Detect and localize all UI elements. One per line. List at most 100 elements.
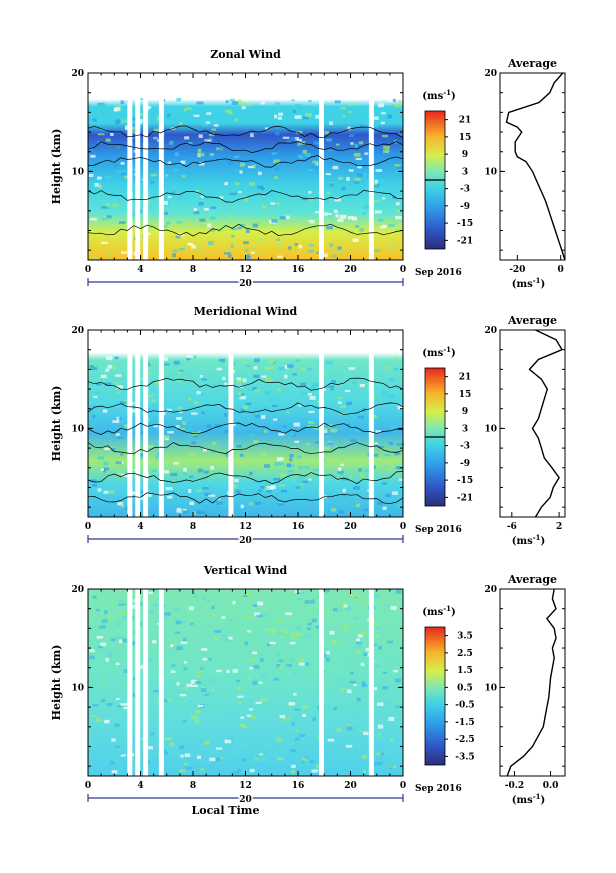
- heatmap-cell: [115, 745, 120, 748]
- heatmap-cell: [198, 161, 205, 166]
- average-x-label: (ms-1): [512, 792, 545, 806]
- heatmap-cell: [372, 184, 380, 188]
- heatmap-cell: [196, 489, 202, 492]
- heatmap-cell: [307, 367, 312, 371]
- heatmap-cell: [211, 128, 216, 131]
- heatmap-cell: [188, 452, 195, 456]
- heatmap-cell: [123, 399, 128, 402]
- heatmap-cell: [298, 404, 302, 407]
- heatmap-cell: [195, 465, 200, 469]
- heatmap-cell: [311, 769, 319, 773]
- heatmap-cell: [237, 392, 242, 396]
- heatmap-cell: [258, 171, 262, 176]
- heatmap-cell: [240, 223, 245, 227]
- heatmap-cell: [234, 705, 241, 710]
- heatmap-cell: [264, 488, 270, 491]
- heatmap-cell: [308, 220, 315, 224]
- heatmap-cell: [239, 170, 243, 174]
- heatmap-cell: [252, 604, 258, 608]
- heatmap-cell: [223, 252, 231, 255]
- average-y-tick-label: 20: [484, 585, 497, 595]
- heatmap-cell: [364, 508, 370, 511]
- heatmap-cell: [235, 169, 239, 172]
- heatmap-cell: [197, 468, 203, 473]
- heatmap-cell: [230, 244, 234, 248]
- average-x-label-exponent: -1: [533, 276, 541, 285]
- heatmap-cell: [256, 614, 264, 618]
- heatmap-cell: [254, 414, 261, 418]
- heatmap-cell: [284, 630, 288, 635]
- heatmap-cell: [172, 646, 176, 650]
- heatmap-cell: [339, 601, 347, 605]
- heatmap-cell: [88, 147, 93, 152]
- heatmap-cell: [350, 439, 357, 442]
- heatmap-cell: [117, 704, 122, 708]
- heatmap-cell: [252, 651, 257, 655]
- heatmap-cell: [283, 718, 291, 721]
- heatmap-cell: [356, 697, 361, 702]
- heatmap-cell: [180, 641, 188, 644]
- heatmap-cell: [95, 161, 102, 164]
- heatmap-cell: [326, 680, 331, 684]
- heatmap-cell: [246, 714, 252, 717]
- heatmap-cell: [398, 100, 402, 103]
- heatmap-cell: [214, 630, 222, 633]
- heatmap-cell: [187, 242, 192, 246]
- heatmap-cell: [234, 182, 241, 185]
- heatmap-cell: [214, 636, 218, 641]
- heatmap-cell: [339, 214, 347, 219]
- heatmap-cell: [243, 198, 248, 202]
- heatmap-cell: [201, 648, 208, 651]
- heatmap-cell: [215, 757, 221, 762]
- heatmap-cell: [198, 202, 204, 206]
- colorbar-tick-label: 15: [459, 390, 472, 400]
- heatmap-cell: [231, 484, 238, 489]
- y-axis-label: Height (km): [50, 645, 63, 721]
- average-profile-line: [506, 588, 557, 777]
- heatmap-cell: [90, 217, 97, 221]
- data-gap: [143, 589, 149, 776]
- heatmap-cell: [170, 670, 176, 673]
- heatmap-cell: [181, 620, 187, 624]
- heatmap-cell: [379, 178, 385, 183]
- heatmap-cell: [374, 249, 381, 252]
- heatmap-cell: [311, 618, 317, 623]
- colorbar-tick-label: 2.5: [457, 649, 473, 659]
- x-tick-label: 0: [85, 265, 91, 275]
- average-x-label-exponent: -1: [533, 533, 541, 542]
- heatmap-cell: [359, 188, 366, 191]
- average-x-label-close: ): [541, 536, 546, 547]
- heatmap-cell: [321, 436, 329, 439]
- heatmap-cell: [111, 204, 119, 207]
- heatmap-cell: [190, 105, 194, 110]
- average-y-tick-label: 20: [484, 69, 497, 79]
- heatmap-cell: [170, 472, 178, 477]
- heatmap-cell: [179, 369, 184, 373]
- heatmap-cell: [312, 382, 320, 387]
- heatmap-cell: [288, 659, 295, 662]
- date-day-label: 20: [239, 795, 252, 805]
- heatmap-cell: [200, 195, 205, 198]
- heatmap-cell: [210, 465, 215, 470]
- heatmap-cell: [363, 652, 368, 656]
- heatmap-cell: [374, 179, 378, 184]
- average-x-label-close: ): [541, 795, 546, 806]
- heatmap-cell: [193, 401, 199, 405]
- heatmap-cell: [195, 189, 200, 194]
- average-title: Average: [507, 573, 557, 586]
- heatmap-cell: [265, 127, 269, 130]
- heatmap-cell: [294, 243, 298, 246]
- heatmap-cell: [334, 197, 341, 202]
- heatmap-cell: [132, 693, 138, 697]
- heatmap-cell: [273, 677, 280, 681]
- heatmap-cell: [383, 146, 390, 150]
- heatmap-cell: [96, 717, 102, 722]
- heatmap-cell: [296, 598, 303, 601]
- heatmap-cell: [304, 600, 311, 604]
- date-day-label: 20: [239, 279, 252, 289]
- data-gap: [319, 589, 324, 776]
- heatmap-cell: [148, 184, 152, 188]
- x-tick-label: 4: [137, 522, 143, 532]
- heatmap-cell: [306, 443, 311, 446]
- heatmap-cell: [344, 196, 352, 199]
